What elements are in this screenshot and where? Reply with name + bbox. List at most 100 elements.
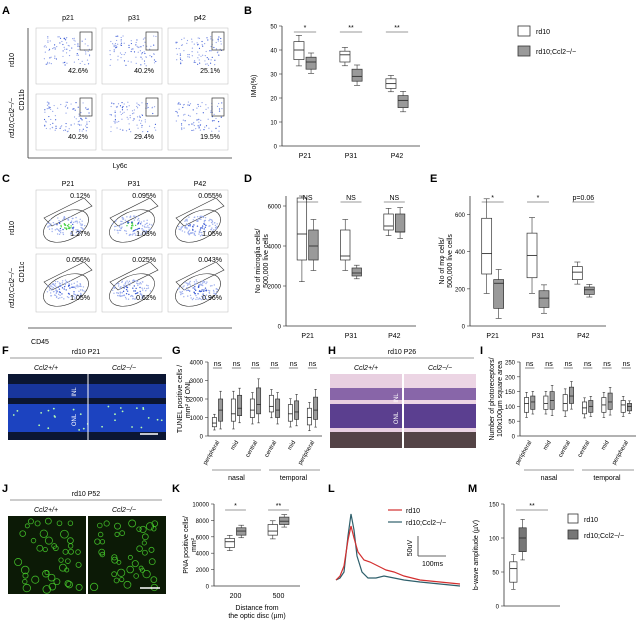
gate-percent-bottom: 1.03% (136, 231, 156, 238)
flow-event (221, 102, 223, 104)
flow-event (211, 285, 213, 287)
flow-event (196, 112, 198, 115)
flow-event (137, 284, 139, 287)
legend-label: rd10;Ccl2−/− (536, 49, 576, 56)
tunel-dot (121, 410, 124, 413)
flow-event (44, 125, 46, 127)
y-tick-label: 0 (512, 435, 516, 441)
flow-event (68, 284, 71, 287)
flow-event (145, 56, 147, 58)
y-axis-label: mm² of ONL (185, 380, 192, 418)
flow-event (65, 37, 68, 39)
flow-event (140, 53, 143, 55)
pna-cell (117, 568, 126, 577)
flow-event (203, 221, 206, 223)
flow-gate-ellipse (43, 273, 89, 307)
flow-event (125, 298, 127, 300)
flow-event (140, 64, 142, 66)
y-tick-label: 0 (200, 435, 204, 441)
flow-event (51, 228, 53, 230)
flow-event (121, 107, 124, 109)
flow-event (192, 287, 194, 289)
onl-layer (404, 404, 476, 428)
flow-event (65, 280, 68, 283)
flow-event (58, 282, 61, 284)
flow-event (125, 230, 127, 232)
flow-gate-ellipse (175, 273, 221, 307)
panel-j-images: rd10 P52 Ccl2+/+ Ccl2−/− (8, 491, 166, 594)
flow-event (48, 62, 51, 64)
pna-cell (116, 559, 122, 565)
flow-event (138, 232, 140, 234)
flow-event (203, 289, 205, 291)
panel-m-chart: 0 50 100 150 b-wave amplitude (µV) ** (473, 503, 560, 611)
box-ko (351, 267, 362, 277)
x-tick-label: peripheral (203, 440, 222, 466)
x-tick-label: P21 (486, 333, 499, 340)
flow-event (80, 224, 82, 227)
pna-cell (44, 517, 52, 525)
flow-event (123, 53, 125, 56)
flow-event (218, 54, 220, 56)
flow-event (145, 290, 147, 292)
significance-label: ns (290, 361, 298, 368)
flow-event (145, 229, 148, 232)
flow-event (191, 298, 194, 301)
flow-event (182, 292, 184, 295)
flow-event (189, 115, 191, 117)
flow-event (48, 289, 51, 291)
x-axis-label: the optic disc (µm) (228, 613, 285, 620)
flow-event (65, 52, 68, 54)
flow-event (210, 228, 212, 231)
flow-event (145, 231, 147, 233)
flow-event (114, 116, 116, 118)
flow-event (63, 223, 66, 225)
significance-label: * (491, 195, 494, 202)
flow-event (64, 39, 67, 41)
flow-event (199, 218, 201, 220)
flow-event (199, 62, 201, 64)
flow-event (198, 297, 201, 299)
flow-event (121, 280, 124, 282)
flow-event (64, 64, 66, 66)
flow-event (55, 119, 57, 121)
flow-event (84, 38, 87, 40)
flow-event (50, 56, 52, 58)
flow-event (136, 116, 139, 118)
flow-event (122, 290, 125, 293)
flow-event (55, 296, 58, 298)
panel-j-left-label: Ccl2+/+ (34, 507, 58, 514)
flow-event (204, 63, 207, 65)
flow-event (188, 53, 190, 56)
flow-event (43, 58, 45, 60)
flow-event (188, 233, 190, 236)
flow-event (117, 292, 120, 295)
flow-event (202, 280, 204, 282)
flow-event (134, 290, 137, 292)
significance-label: ns (214, 361, 222, 368)
flow-event (53, 47, 55, 49)
box-ko (626, 403, 632, 412)
y-tick-label: 0 (274, 145, 278, 151)
group-label: nasal (541, 475, 558, 482)
flow-event (125, 292, 128, 295)
flow-event (109, 64, 111, 66)
flow-event (207, 64, 210, 66)
y-axis-label: mm² (191, 537, 198, 552)
flow-event (68, 54, 71, 57)
flow-event (57, 297, 60, 300)
box-ko (256, 387, 262, 415)
flow-event (65, 112, 67, 114)
flow-event (219, 48, 221, 50)
flow-event (110, 114, 112, 116)
flow-event (130, 50, 132, 53)
flow-event (87, 50, 89, 53)
y-tick-label: 0 (206, 585, 210, 591)
pna-cell (22, 578, 28, 585)
flow-event (80, 124, 82, 126)
flow-event (188, 290, 191, 292)
flow-event (205, 104, 207, 106)
significance-label: ns (603, 361, 611, 368)
panel-letter-l: L (328, 483, 335, 495)
flow-event (79, 284, 82, 286)
